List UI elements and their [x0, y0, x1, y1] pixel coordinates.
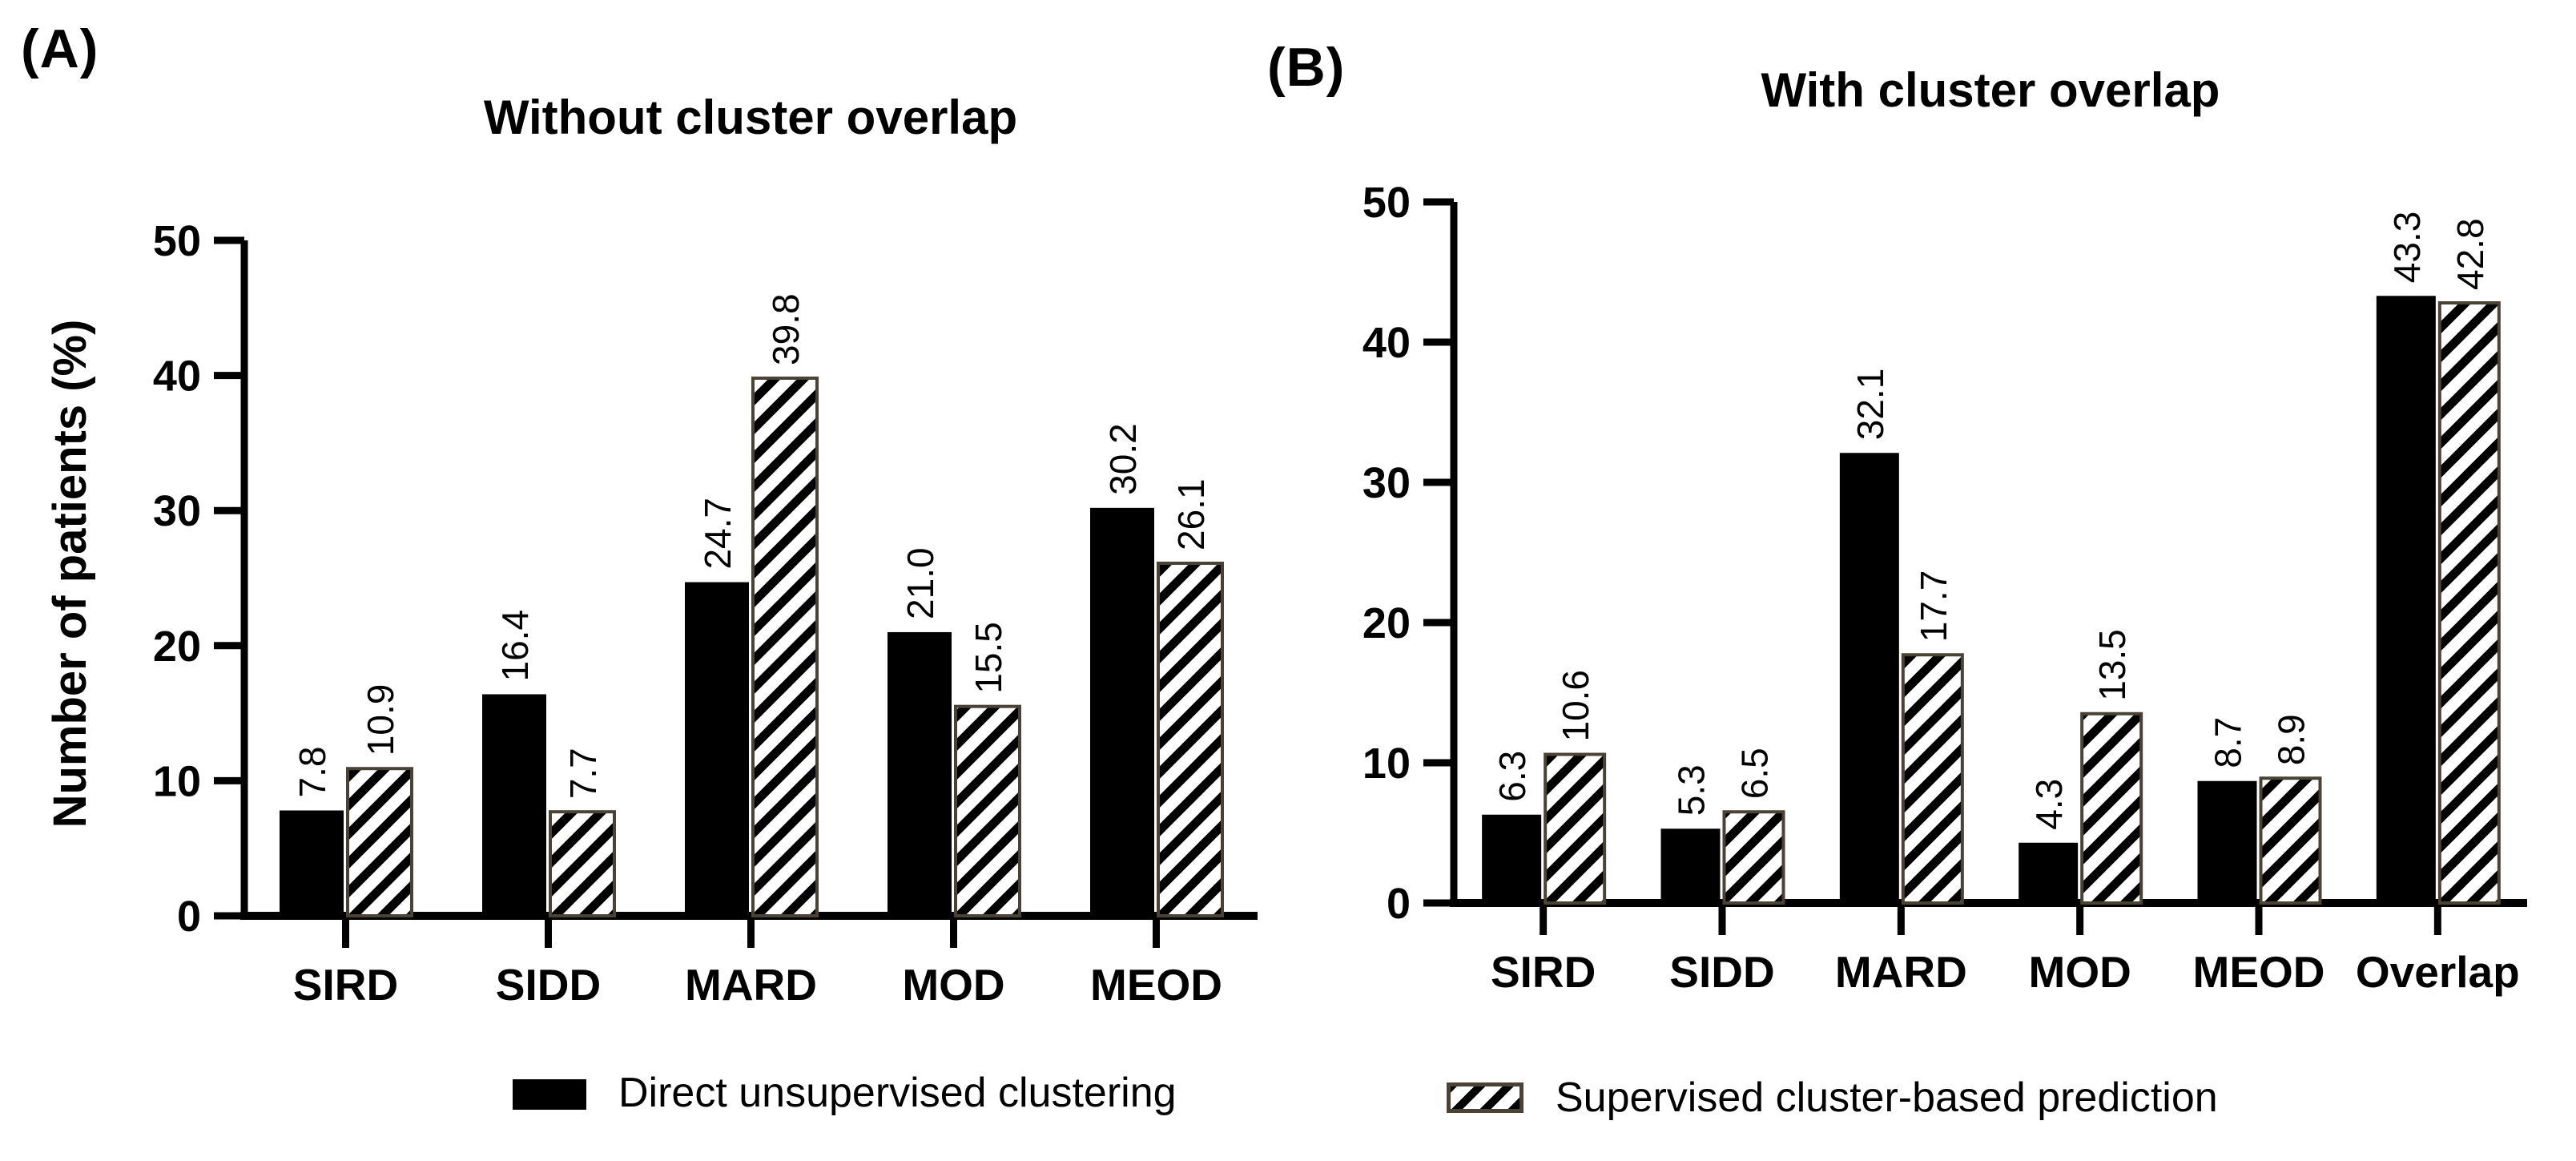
bar-value-label: 13.5	[2091, 629, 2133, 701]
y-tick-label: 10	[153, 757, 201, 805]
bar-a-meod-hatched	[1157, 561, 1224, 917]
category-label: MARD	[1835, 947, 1967, 997]
bar-b-mard-hatched	[1901, 653, 1964, 905]
bar-value-label: 6.3	[1491, 751, 1533, 802]
bar-a-mod-solid	[888, 631, 952, 916]
panel-a-label: (A)	[21, 18, 99, 79]
panel-a-title: Without cluster overlap	[483, 91, 1018, 144]
bar-b-sidd-solid	[1660, 828, 1721, 903]
bar-value-label: 16.4	[494, 610, 536, 682]
bar-a-sidd-hatched	[549, 810, 616, 917]
bar-b-mod-solid	[2019, 842, 2079, 903]
y-tick-label: 0	[177, 893, 201, 941]
category-label: Overlap	[2356, 947, 2520, 997]
bar-value-label: 15.5	[968, 622, 1009, 694]
legend-label: Direct unsupervised clustering	[618, 1070, 1177, 1116]
bar-b-overlap-solid	[2376, 296, 2436, 903]
bar-value-label: 30.2	[1102, 423, 1144, 495]
y-tick-label: 20	[1362, 599, 1411, 647]
category-label: MEOD	[2193, 947, 2325, 997]
bar-value-label: 39.8	[765, 293, 807, 365]
panel-b-plot: 0 10 20 30 40 50 SIRD 6.3 10.6 SIDD 5.3 6.5 MARD 32.1…	[1362, 179, 2527, 997]
bar-a-mod-hatched	[954, 704, 1021, 917]
bar-value-label: 8.9	[2271, 714, 2312, 765]
category-label: SIDD	[1669, 947, 1774, 997]
category-label: SIRD	[1491, 947, 1596, 997]
black-hatched-swatch-icon	[1447, 1082, 1523, 1113]
bar-value-label: 21.0	[900, 547, 941, 619]
legend-item-direct-clustering: Direct unsupervised clustering	[513, 1069, 1177, 1117]
category-label: MOD	[902, 960, 1004, 1010]
y-tick-label: 50	[1362, 179, 1411, 227]
category-label: MARD	[685, 960, 817, 1010]
y-tick-label: 50	[153, 217, 201, 265]
bar-b-meod-hatched	[2259, 776, 2322, 905]
bar-b-mard-solid	[1839, 453, 1899, 903]
bar-b-sird-solid	[1482, 814, 1542, 903]
bar-value-label: 17.7	[1913, 570, 1954, 643]
bar-value-label: 7.8	[292, 747, 333, 798]
bar-b-meod-solid	[2197, 780, 2257, 903]
y-tick-label: 20	[153, 623, 201, 671]
bar-value-label: 5.3	[1671, 764, 1713, 816]
bar-a-sird-solid	[280, 810, 344, 916]
bar-value-label: 10.9	[360, 684, 401, 756]
y-tick-label: 40	[1362, 319, 1411, 367]
bar-value-label: 10.6	[1555, 670, 1596, 742]
bar-b-sidd-hatched	[1722, 810, 1785, 905]
panel-b-title: With cluster overlap	[1761, 63, 2220, 117]
bar-value-label: 24.7	[697, 498, 739, 570]
bar-value-label: 43.3	[2386, 212, 2428, 284]
bar-b-sird-hatched	[1544, 752, 1607, 905]
y-tick-label: 40	[153, 353, 201, 401]
y-axis-title: Number of patients (%)	[44, 319, 96, 828]
bar-b-overlap-hatched	[2437, 301, 2501, 905]
category-label: SIRD	[293, 960, 398, 1010]
panel-b-label: (B)	[1267, 37, 1346, 98]
black-solid-swatch-icon	[513, 1079, 586, 1110]
bar-a-sird-hatched	[346, 767, 413, 918]
bar-a-sidd-solid	[482, 694, 546, 916]
legend-label: Supervised cluster-based prediction	[1556, 1074, 2218, 1121]
category-label: MEOD	[1090, 960, 1222, 1010]
bar-value-label: 26.1	[1170, 478, 1212, 550]
bar-value-label: 7.7	[562, 748, 604, 799]
legend-item-supervised-prediction: Supervised cluster-based prediction	[1447, 1074, 2218, 1122]
bar-value-label: 42.8	[2449, 218, 2491, 290]
category-label: SIDD	[496, 960, 601, 1010]
category-label: MOD	[2029, 947, 2131, 997]
panel-a-plot: 0 10 20 30 40 50 SIRD 7.8 10.9 SIDD 16.4 7.7 MARD 24.…	[153, 217, 1258, 1010]
y-tick-label: 0	[1387, 880, 1411, 928]
bar-value-label: 8.7	[2208, 717, 2249, 768]
y-tick-label: 10	[1362, 740, 1411, 788]
y-tick-label: 30	[1362, 459, 1411, 507]
bar-a-mard-solid	[685, 582, 749, 916]
bar-value-label: 6.5	[1734, 748, 1776, 799]
bar-a-meod-solid	[1090, 507, 1154, 916]
y-tick-label: 30	[153, 487, 201, 535]
bar-value-label: 4.3	[2028, 779, 2070, 830]
bar-value-label: 32.1	[1849, 369, 1891, 441]
bar-a-mard-hatched	[751, 376, 819, 917]
bar-b-mod-hatched	[2080, 712, 2143, 905]
